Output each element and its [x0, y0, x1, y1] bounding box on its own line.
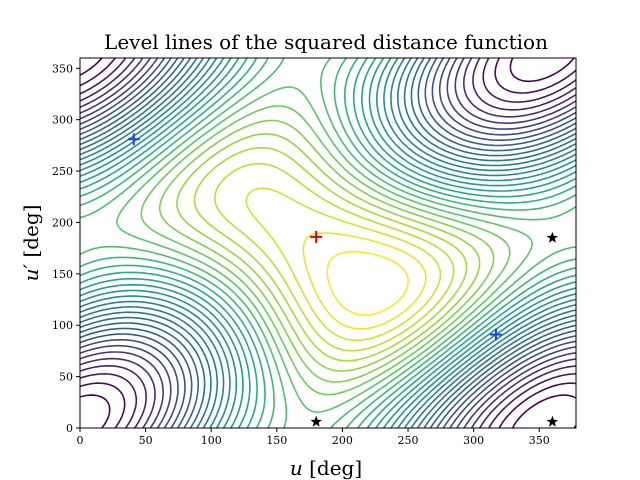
x-axis-ticks: 0 50 100 150 200 250 300 350 — [77, 428, 550, 447]
x-tick-label: 50 — [139, 434, 153, 447]
x-tick-label: 350 — [529, 434, 550, 447]
plot-frame — [79, 57, 577, 429]
level-line — [80, 58, 576, 428]
x-tick-label: 200 — [332, 434, 353, 447]
level-line — [116, 86, 533, 413]
minimum-marker — [489, 328, 502, 341]
chart-title: Level lines of the squared distance func… — [104, 30, 548, 54]
y-axis-label-unit: [deg] — [19, 205, 43, 258]
y-tick-label: 0 — [66, 422, 73, 435]
y-tick-label: 350 — [52, 62, 73, 75]
level-line — [80, 58, 576, 428]
level-line — [80, 58, 576, 428]
saddle-marker — [310, 415, 322, 427]
saddle-marker — [546, 231, 559, 243]
y-tick-label: 100 — [52, 319, 73, 332]
y-axis-ticks: 0 50 100 150 200 250 300 350 — [52, 62, 80, 435]
level-line — [80, 58, 576, 428]
level-line — [80, 58, 576, 428]
maximum-marker — [310, 230, 323, 243]
y-tick-label: 50 — [59, 371, 73, 384]
y-tick-label: 250 — [52, 165, 73, 178]
critical-point-markers — [127, 133, 559, 427]
level-line — [140, 105, 511, 396]
y-axis-label: u′ [deg] — [19, 205, 43, 282]
x-tick-label: 150 — [266, 434, 287, 447]
level-line — [158, 119, 495, 383]
x-tick-label: 250 — [398, 434, 419, 447]
level-line — [80, 58, 576, 428]
level-line — [176, 133, 481, 372]
y-tick-label: 150 — [52, 268, 73, 281]
level-line — [80, 58, 576, 428]
level-line — [80, 58, 576, 428]
x-tick-label: 300 — [463, 434, 484, 447]
x-axis-label-unit: [deg] — [309, 456, 362, 480]
level-line — [214, 162, 455, 352]
x-tick-label: 0 — [77, 434, 84, 447]
x-axis-label-var: u — [290, 456, 303, 480]
saddle-marker — [546, 415, 559, 427]
y-tick-label: 200 — [52, 216, 73, 229]
x-tick-label: 100 — [201, 434, 222, 447]
level-line — [80, 58, 576, 428]
level-line — [80, 58, 576, 428]
level-line — [80, 58, 576, 428]
level-line — [326, 250, 409, 316]
y-tick-label: 300 — [52, 114, 73, 127]
level-line — [80, 58, 576, 428]
level-line — [80, 58, 576, 428]
level-lines — [80, 58, 576, 428]
level-line — [80, 58, 576, 428]
level-line — [80, 58, 576, 428]
level-line — [80, 58, 576, 428]
y-axis-label-var: u′ — [19, 264, 43, 282]
level-line — [245, 187, 442, 342]
level-line — [80, 58, 576, 428]
minimum-marker — [127, 133, 140, 146]
level-line — [80, 58, 576, 428]
level-line — [193, 146, 468, 362]
level-line — [80, 58, 576, 428]
level-line — [80, 58, 576, 428]
x-axis-label: u [deg] — [290, 456, 362, 480]
level-line — [302, 232, 427, 330]
level-line — [80, 58, 576, 428]
level-line — [80, 58, 576, 428]
